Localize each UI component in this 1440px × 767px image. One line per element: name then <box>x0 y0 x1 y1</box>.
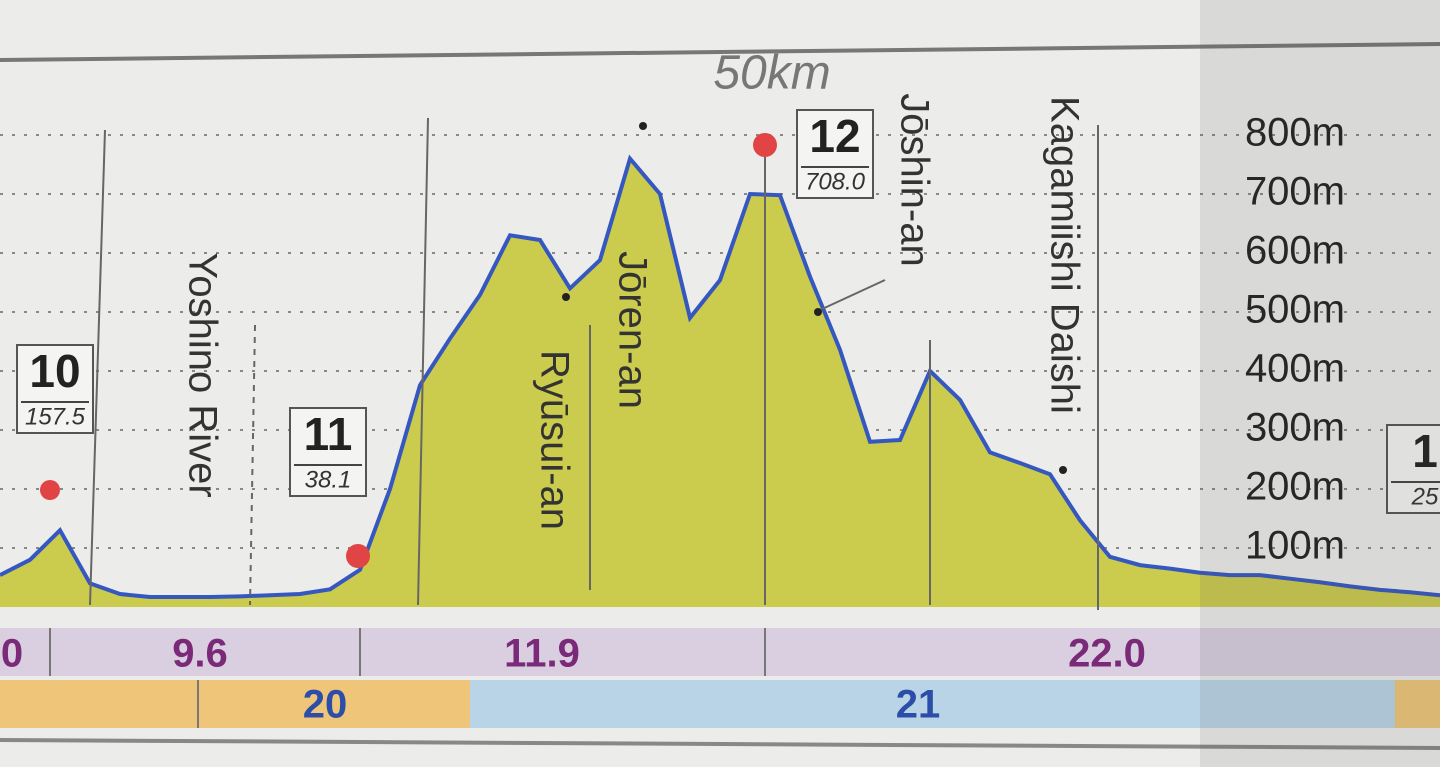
y-tick-label: 800m <box>1245 111 1345 155</box>
station-distance: 708.0 <box>805 168 866 195</box>
page-number: 20 <box>303 683 348 727</box>
segment-distance: 9.6 <box>172 632 228 676</box>
station-dots <box>40 133 777 568</box>
page-band <box>1395 680 1440 728</box>
place-name: Ryūsui-an <box>532 350 576 530</box>
station-box <box>16 344 94 434</box>
station-number: 11 <box>304 408 353 460</box>
distance-marker: 50km <box>713 47 830 100</box>
segment-distance: 22.0 <box>1068 632 1146 676</box>
guide-lines <box>89 117 1099 610</box>
y-tick-label: 600m <box>1245 229 1345 273</box>
elevation-line <box>0 154 1440 599</box>
place-name: Jōren-an <box>610 251 654 409</box>
place-name: Kagamiishi Daishi <box>1042 96 1086 414</box>
y-tick-label: 200m <box>1245 465 1345 509</box>
y-tick-label: 400m <box>1245 347 1345 391</box>
page-band <box>0 680 470 728</box>
y-tick-label: 300m <box>1245 406 1345 450</box>
segment-distance: 11.9 <box>504 632 580 676</box>
page-band <box>470 680 1395 728</box>
station-number: 12 <box>809 110 860 162</box>
frame-top <box>0 42 1440 62</box>
station-distance: 38.1 <box>305 466 352 493</box>
frame-bottom <box>0 738 1440 750</box>
station-number: 1 <box>1412 425 1438 477</box>
y-tick-label: 500m <box>1245 288 1345 332</box>
y-tick-label: 700m <box>1245 170 1345 214</box>
place-name: Yoshino River <box>180 252 224 497</box>
place-dots <box>562 122 1067 474</box>
segment-distance: 0 <box>1 632 23 676</box>
distance-band <box>0 628 1440 676</box>
elevation-area <box>0 158 1440 607</box>
station-box <box>1386 424 1440 514</box>
station-number: 10 <box>29 345 80 397</box>
station-distance: 157.5 <box>25 403 86 430</box>
shadow <box>1200 0 1440 767</box>
station-box <box>796 109 874 199</box>
station-distance: 25 <box>1411 483 1439 510</box>
page-number: 21 <box>896 683 941 727</box>
y-tick-label: 100m <box>1245 524 1345 568</box>
place-name: Jōshin-an <box>892 93 936 266</box>
dividers <box>49 628 766 728</box>
station-box <box>289 407 367 497</box>
